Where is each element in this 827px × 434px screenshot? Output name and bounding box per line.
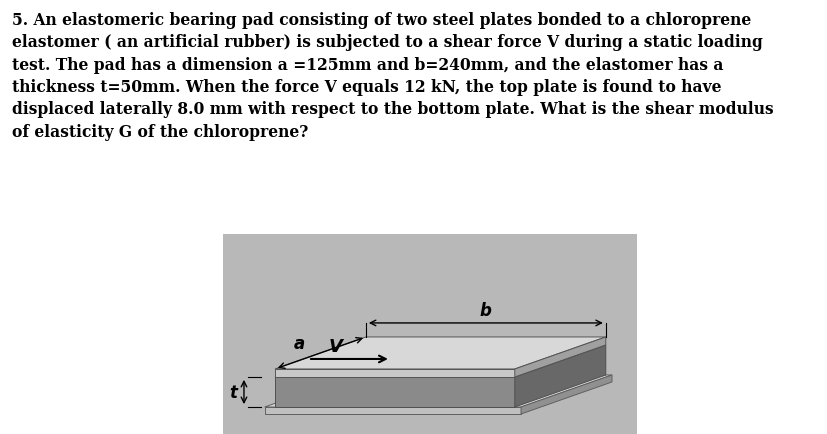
- Polygon shape: [275, 369, 514, 377]
- Text: t: t: [230, 383, 237, 401]
- Text: V: V: [329, 337, 342, 355]
- Polygon shape: [275, 377, 514, 407]
- Polygon shape: [275, 345, 605, 377]
- Polygon shape: [521, 375, 612, 414]
- Text: a: a: [294, 334, 305, 352]
- Polygon shape: [514, 337, 605, 377]
- Text: 5. An elastomeric bearing pad consisting of two steel plates bonded to a chlorop: 5. An elastomeric bearing pad consisting…: [12, 12, 774, 141]
- Polygon shape: [514, 345, 605, 407]
- Polygon shape: [265, 407, 521, 414]
- Text: b: b: [480, 302, 492, 319]
- Polygon shape: [265, 375, 612, 407]
- Polygon shape: [275, 337, 605, 369]
